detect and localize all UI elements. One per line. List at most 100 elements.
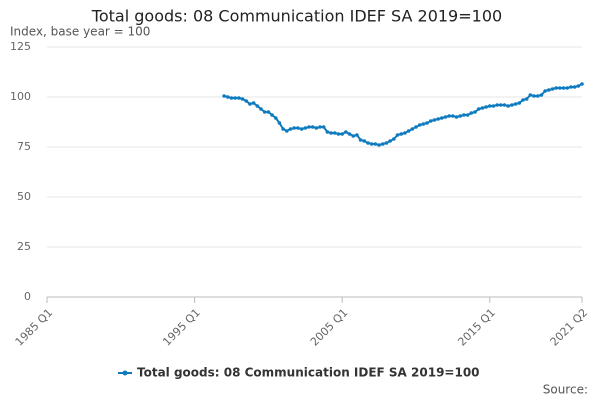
data-point bbox=[380, 142, 385, 146]
data-point bbox=[262, 110, 267, 114]
data-point bbox=[373, 142, 378, 146]
data-point bbox=[377, 143, 381, 147]
data-point bbox=[550, 87, 555, 91]
data-point bbox=[572, 85, 577, 89]
data-point bbox=[296, 126, 300, 130]
data-point bbox=[410, 127, 415, 131]
data-point bbox=[358, 138, 363, 142]
data-point bbox=[439, 116, 444, 120]
y-tick-label: 125 bbox=[10, 40, 31, 53]
data-point bbox=[285, 129, 289, 133]
data-point bbox=[307, 125, 311, 129]
y-tick-label: 50 bbox=[17, 190, 31, 203]
data-point bbox=[310, 125, 315, 129]
data-point bbox=[532, 94, 536, 98]
data-point bbox=[229, 96, 234, 100]
data-point bbox=[561, 86, 566, 90]
data-point bbox=[443, 115, 448, 119]
chart-title: Total goods: 08 Communication IDEF SA 20… bbox=[91, 7, 502, 26]
data-point bbox=[369, 142, 374, 146]
legend-marker bbox=[122, 370, 128, 376]
data-point bbox=[281, 127, 285, 131]
data-point bbox=[259, 107, 263, 111]
x-tick-label: 2015 Q1 bbox=[455, 306, 498, 349]
y-tick-label: 75 bbox=[17, 140, 31, 153]
y-tick-label: 25 bbox=[17, 240, 31, 253]
data-point bbox=[417, 123, 422, 127]
data-point bbox=[406, 129, 411, 133]
data-point bbox=[277, 121, 282, 125]
data-point bbox=[318, 125, 322, 129]
data-point bbox=[454, 115, 459, 119]
data-point bbox=[347, 132, 352, 136]
data-point bbox=[565, 86, 570, 90]
data-point bbox=[414, 125, 418, 129]
y-tick-label: 0 bbox=[24, 290, 31, 303]
data-point bbox=[539, 93, 544, 97]
x-tick-label: 1995 Q1 bbox=[160, 306, 203, 349]
data-point bbox=[273, 116, 278, 120]
data-point bbox=[266, 110, 271, 114]
data-point bbox=[225, 95, 230, 99]
data-point bbox=[569, 85, 573, 89]
data-point bbox=[436, 117, 440, 121]
data-point bbox=[421, 122, 426, 126]
data-point bbox=[543, 89, 547, 93]
series-line bbox=[223, 83, 583, 147]
data-point bbox=[321, 125, 326, 129]
data-point bbox=[487, 104, 492, 108]
data-point bbox=[388, 139, 392, 143]
data-point bbox=[546, 88, 551, 92]
data-point bbox=[554, 86, 558, 90]
source: Source: bbox=[543, 383, 588, 397]
data-point bbox=[465, 113, 470, 117]
data-point bbox=[495, 103, 499, 107]
data-point bbox=[535, 94, 540, 98]
data-point bbox=[314, 126, 319, 130]
data-point bbox=[366, 141, 370, 145]
data-point bbox=[355, 133, 359, 137]
data-point bbox=[458, 114, 463, 118]
data-point bbox=[332, 131, 337, 135]
data-point bbox=[506, 104, 511, 108]
data-point bbox=[222, 94, 226, 98]
data-point bbox=[233, 96, 237, 100]
data-point bbox=[558, 86, 562, 90]
data-point bbox=[517, 101, 522, 105]
data-point bbox=[403, 131, 407, 135]
data-point bbox=[255, 104, 260, 108]
x-tick-label: 2021 Q2 bbox=[548, 306, 591, 349]
data-point bbox=[395, 133, 400, 137]
data-point bbox=[237, 96, 241, 100]
data-point bbox=[340, 132, 344, 136]
data-point bbox=[251, 101, 256, 105]
data-point bbox=[270, 113, 274, 117]
data-point bbox=[362, 139, 367, 143]
data-point bbox=[288, 127, 293, 131]
data-point bbox=[303, 126, 308, 130]
data-point bbox=[399, 132, 404, 136]
data-point bbox=[499, 103, 503, 107]
data-point bbox=[513, 102, 518, 106]
data-point bbox=[425, 121, 429, 125]
data-point bbox=[580, 82, 584, 86]
data-point bbox=[521, 98, 525, 102]
data-point bbox=[451, 114, 455, 118]
data-point bbox=[432, 118, 437, 122]
data-point bbox=[524, 97, 529, 101]
data-point bbox=[484, 105, 488, 109]
data-point bbox=[473, 110, 477, 114]
data-point bbox=[491, 104, 496, 108]
data-point bbox=[299, 127, 304, 131]
data-point bbox=[240, 97, 245, 101]
data-point bbox=[384, 141, 389, 145]
data-point bbox=[292, 126, 297, 130]
data-point bbox=[248, 102, 252, 106]
data-point bbox=[351, 134, 356, 138]
data-point bbox=[428, 119, 433, 123]
data-point bbox=[510, 103, 514, 107]
data-point bbox=[447, 114, 451, 118]
data-point bbox=[244, 99, 249, 103]
data-point bbox=[336, 132, 341, 136]
